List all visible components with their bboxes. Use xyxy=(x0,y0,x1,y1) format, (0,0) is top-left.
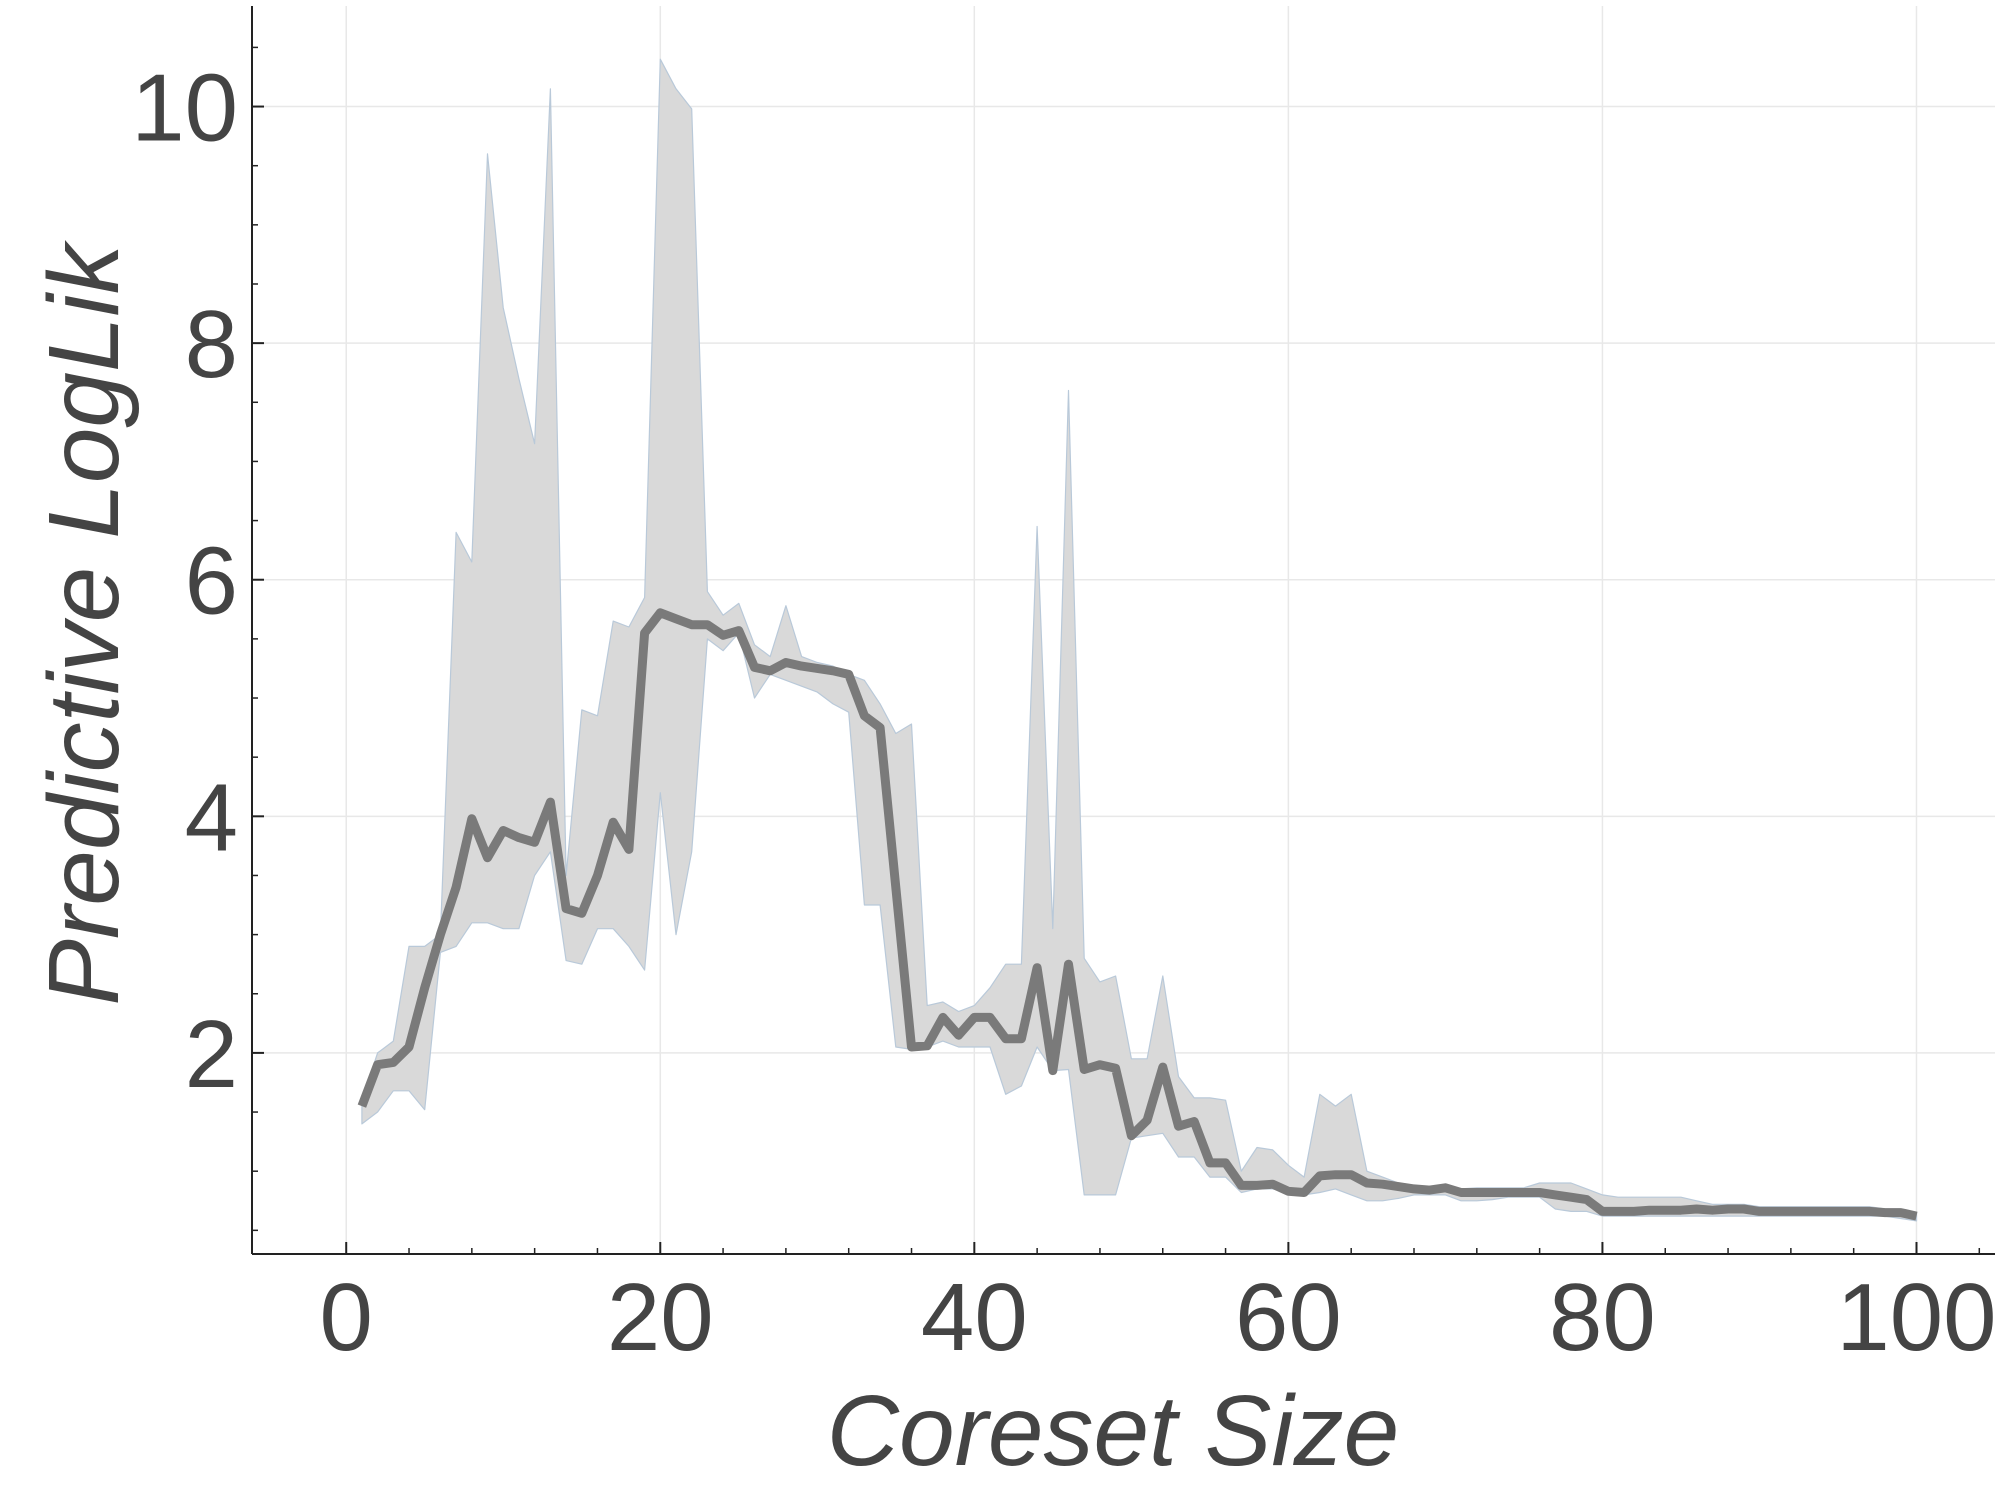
y-tick-label-3: 8 xyxy=(185,291,238,398)
confidence-band xyxy=(361,58,1918,1222)
y-tick-label-0: 2 xyxy=(185,1001,238,1108)
line-layer xyxy=(357,608,1918,1221)
axes-layer xyxy=(251,6,1995,1255)
y-tick-label-1: 4 xyxy=(185,764,238,871)
x-tick-label-4: 80 xyxy=(1549,1264,1656,1371)
ticks-layer: 0 20 40 60 80 100 2 4 6 8 10 xyxy=(131,46,1997,1371)
mean-line xyxy=(357,608,1918,1221)
band-layer xyxy=(361,58,1918,1222)
y-axis-label: Predictive LogLik xyxy=(28,239,140,1006)
x-tick-label-0: 0 xyxy=(320,1264,373,1371)
x-tick-label-3: 60 xyxy=(1235,1264,1342,1371)
x-tick-label-2: 40 xyxy=(921,1264,1028,1371)
y-tick-label-4: 10 xyxy=(131,55,238,162)
y-tick-label-2: 6 xyxy=(185,528,238,635)
x-tick-label-1: 20 xyxy=(607,1264,714,1371)
x-axis-label: Coreset Size xyxy=(827,1375,1399,1487)
x-tick-label-5: 100 xyxy=(1836,1264,1996,1371)
